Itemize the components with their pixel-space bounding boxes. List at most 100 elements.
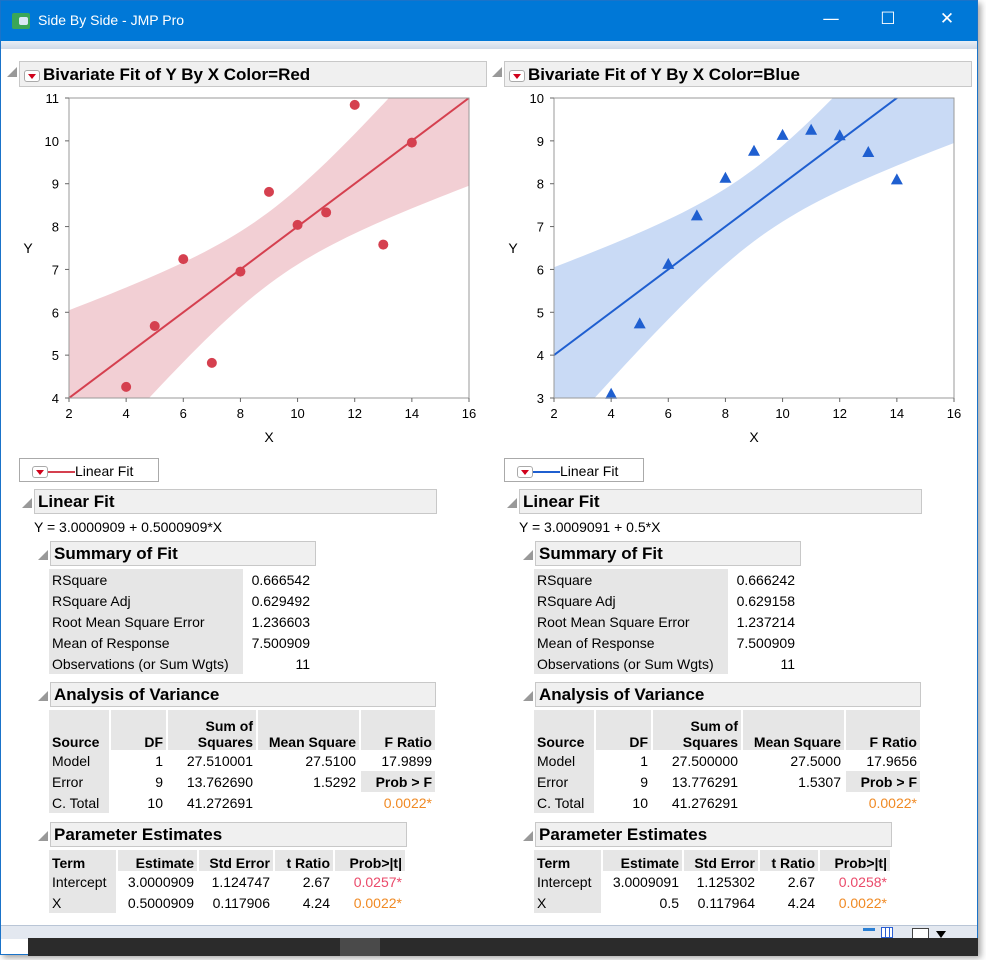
red-triangle-menu-icon[interactable] (24, 69, 40, 82)
disclosure-icon[interactable] (507, 498, 517, 508)
cell: 1 (155, 752, 163, 769)
disclosure-icon[interactable] (38, 831, 48, 841)
summary-of-fit-header[interactable]: Summary of Fit (535, 541, 801, 566)
table-row: Root Mean Square Error 1.237214 (534, 611, 798, 632)
x-tick-label: 4 (608, 406, 615, 421)
red-triangle-menu-icon[interactable] (517, 466, 533, 479)
column-header: t Ratio (275, 850, 333, 871)
disclosure-icon[interactable] (22, 498, 32, 508)
y-tick-label: 7 (537, 220, 544, 235)
cell: 2.67 (787, 873, 815, 890)
x-tick-label: 14 (405, 406, 419, 421)
disclosure-icon[interactable] (492, 67, 502, 77)
legend-label: Linear Fit (75, 463, 134, 479)
data-point[interactable] (605, 387, 618, 399)
data-point[interactable] (406, 137, 417, 148)
data-point[interactable] (690, 209, 703, 221)
y-tick-label: 8 (52, 220, 59, 235)
data-point[interactable] (833, 129, 846, 141)
table-row: RSquare Adj 0.629158 (534, 590, 798, 611)
column-header: Mean Square (743, 710, 844, 750)
disclosure-icon[interactable] (38, 550, 48, 560)
data-point[interactable] (633, 317, 646, 329)
cell: Model (534, 750, 594, 771)
column-header: t Ratio (760, 850, 818, 871)
fit-equation: Y = 3.0000909 + 0.5000909*X (34, 519, 223, 535)
data-point[interactable] (292, 219, 303, 230)
minimize-button[interactable]: — (822, 9, 840, 29)
disclosure-icon[interactable] (38, 691, 48, 701)
maximize-button[interactable]: ☐ (880, 9, 896, 29)
linear-fit-header[interactable]: Linear Fit (34, 489, 437, 514)
linear-fit-header[interactable]: Linear Fit (519, 489, 922, 514)
bivariate-header: Bivariate Fit of Y By X Color=Red (19, 61, 487, 87)
parameter-estimates-header[interactable]: Parameter Estimates (535, 822, 892, 847)
data-point[interactable] (121, 381, 132, 392)
disclosure-icon[interactable] (523, 691, 533, 701)
cell: 1.124747 (211, 873, 270, 890)
y-tick-label: 7 (52, 262, 59, 277)
y-tick-label: 11 (46, 91, 60, 106)
table-row: Error 9 13.776291 1.5307 Prob > F (534, 771, 920, 792)
cell: 0.0022* (838, 894, 887, 911)
stat-label: RSquare (49, 569, 243, 590)
data-point[interactable] (805, 123, 818, 135)
disclosure-icon[interactable] (523, 550, 533, 560)
cell: X (534, 892, 601, 913)
stat-label: Observations (or Sum Wgts) (534, 653, 728, 674)
data-point[interactable] (349, 99, 360, 110)
column-header: Term (49, 850, 116, 871)
stat-label: Mean of Response (49, 632, 243, 653)
y-tick-label: 3 (537, 391, 544, 406)
y-tick-label: 4 (52, 391, 59, 406)
data-point[interactable] (321, 207, 332, 218)
toolbar-strip (1, 41, 977, 49)
fit-equation: Y = 3.0009091 + 0.5*X (519, 519, 661, 535)
summary-of-fit-table: RSquare 0.666242 RSquare Adj 0.629158 Root M… (532, 569, 800, 674)
x-axis-label: X (264, 429, 274, 445)
scatter-plot: 2 4 6 8 10 12 14 16 3 4 5 6 7 8 9 10 X Y (508, 91, 961, 445)
header-row: Source DF Sum of Squares Mean Square F Ratio (49, 710, 435, 750)
summary-of-fit-header[interactable]: Summary of Fit (50, 541, 316, 566)
data-point[interactable] (149, 321, 160, 331)
data-point[interactable] (178, 254, 189, 265)
confidence-band (554, 98, 954, 398)
data-point[interactable] (748, 144, 760, 156)
table-row: RSquare 0.666542 (49, 569, 313, 590)
data-point[interactable] (378, 239, 389, 250)
disclosure-icon[interactable] (7, 67, 17, 77)
plot-frame (553, 97, 955, 399)
table-row: RSquare 0.666242 (534, 569, 798, 590)
table-row: X 0.5 0.117964 4.24 0.0022* (534, 892, 890, 913)
data-point[interactable] (890, 173, 903, 185)
close-button[interactable]: ✕ (939, 9, 955, 29)
stat-label: Mean of Response (534, 632, 728, 653)
data-point[interactable] (206, 357, 217, 368)
data-point[interactable] (776, 128, 789, 140)
disclosure-icon[interactable] (523, 831, 533, 841)
summary-of-fit-table: RSquare 0.666542 RSquare Adj 0.629492 Root M… (47, 569, 315, 674)
data-point[interactable] (662, 257, 675, 269)
red-triangle-menu-icon[interactable] (32, 466, 48, 479)
data-point[interactable] (235, 266, 246, 277)
cell: 3.0009091 (612, 873, 679, 890)
column-header: Std Error (199, 850, 273, 871)
table-row: Observations (or Sum Wgts) 11 (49, 653, 313, 674)
dropdown-arrow-icon[interactable] (936, 931, 946, 938)
analysis-of-variance-header[interactable]: Analysis of Variance (535, 682, 921, 707)
analysis-of-variance-header[interactable]: Analysis of Variance (50, 682, 436, 707)
data-point[interactable] (719, 171, 732, 183)
grid-icon[interactable] (881, 927, 893, 938)
x-tick-label: 8 (237, 406, 244, 421)
cell: 0.0022* (353, 894, 402, 911)
fit-line (554, 98, 899, 356)
parameter-estimates-header[interactable]: Parameter Estimates (50, 822, 407, 847)
data-point[interactable] (264, 186, 274, 197)
data-point[interactable] (862, 146, 875, 157)
home-icon[interactable] (863, 928, 875, 937)
taskbar-jmp-icon[interactable] (340, 938, 380, 956)
cell: 1.125302 (696, 873, 755, 890)
red-triangle-menu-icon[interactable] (509, 69, 525, 82)
y-tick-label: 6 (52, 305, 59, 320)
anova-table: Source DF Sum of Squares Mean Square F Ratio… (532, 710, 922, 813)
